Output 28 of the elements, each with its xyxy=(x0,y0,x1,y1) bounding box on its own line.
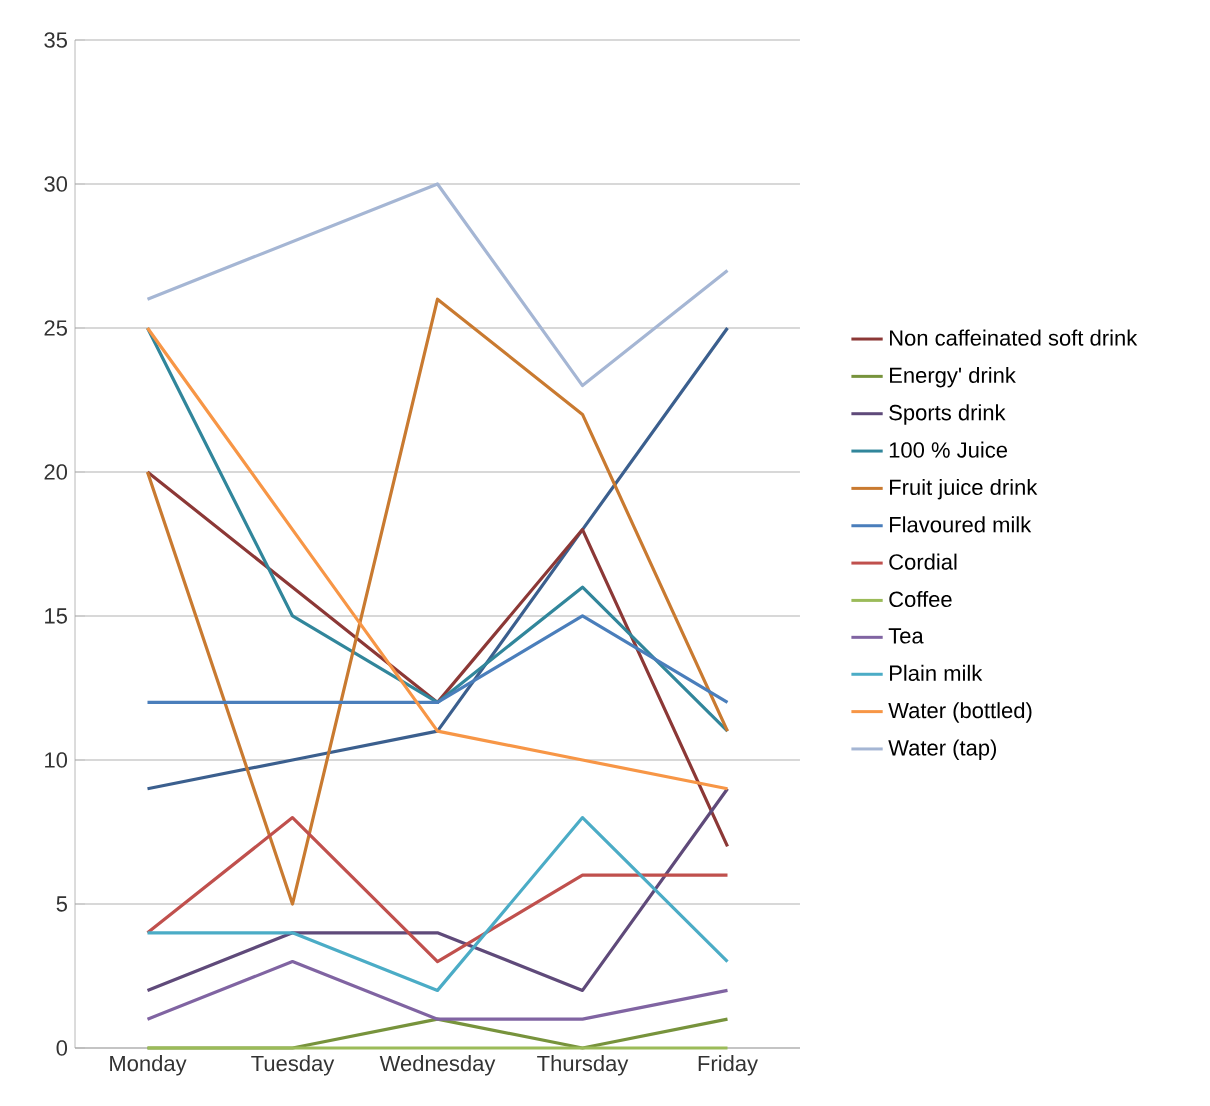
legend-label: Water (bottled) xyxy=(888,702,1032,723)
legend-label: Plain milk xyxy=(890,664,983,681)
y-tick-label: 15 xyxy=(45,608,67,624)
x-tick-label: Thursday xyxy=(537,1055,629,1076)
legend-label: Coffee xyxy=(889,590,952,608)
y-tick-label: 25 xyxy=(44,320,67,336)
y-tick-label: 5 xyxy=(56,896,67,912)
legend-label: Non caffeinated soft drink xyxy=(890,329,1138,346)
x-tick-label: Friday xyxy=(698,1055,758,1076)
y-tick-label: 30 xyxy=(44,176,68,192)
legend-label: Fruit juice drink xyxy=(890,478,1038,500)
y-tick-label: 35 xyxy=(44,32,67,48)
line-series xyxy=(145,470,730,848)
y-tick-label: 10 xyxy=(45,752,68,768)
legend-label: Flavoured milk xyxy=(890,516,1032,533)
line-series xyxy=(145,297,730,906)
line-series xyxy=(145,815,730,964)
legend-label: Energy' drink xyxy=(890,366,1016,388)
legend-label: 100 % Juice xyxy=(889,441,1008,458)
y-tick-label: 0 xyxy=(56,1040,68,1056)
x-tick-label: Tuesday xyxy=(251,1055,335,1076)
legend-label: Cordial xyxy=(889,553,957,570)
legend-label: Tea xyxy=(888,628,924,644)
y-tick-label: 20 xyxy=(44,464,68,480)
legend-label: Water (tap) xyxy=(888,739,997,760)
legend-label: Sports drink xyxy=(889,404,1006,425)
x-tick-label: Monday xyxy=(110,1055,187,1076)
x-tick-label: Wednesday xyxy=(379,1055,496,1076)
